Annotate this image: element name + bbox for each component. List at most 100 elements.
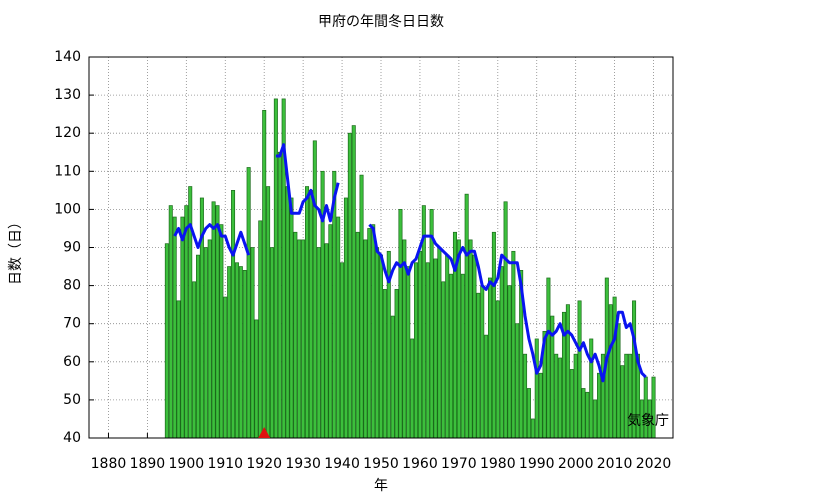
- bar: [394, 289, 399, 439]
- bar: [429, 209, 434, 439]
- bar: [608, 304, 613, 439]
- bar: [507, 285, 512, 439]
- event-marker: [258, 427, 271, 438]
- bar: [425, 262, 430, 439]
- bar: [164, 243, 169, 439]
- bar: [558, 357, 563, 439]
- x-tick-label: 1930: [285, 456, 321, 472]
- bar: [534, 338, 539, 439]
- bar: [285, 186, 290, 439]
- bar: [211, 201, 216, 439]
- bar: [573, 353, 578, 439]
- bar: [612, 296, 617, 439]
- bar: [417, 250, 422, 439]
- bar: [355, 231, 360, 439]
- y-tick-label: 60: [63, 354, 81, 370]
- y-tick-label: 110: [54, 163, 81, 179]
- bar: [410, 338, 415, 439]
- bar: [511, 250, 516, 439]
- bar: [301, 239, 306, 439]
- bar: [499, 266, 504, 439]
- bar: [449, 273, 454, 439]
- bar: [215, 205, 220, 439]
- bar: [597, 372, 602, 439]
- bar: [491, 231, 496, 439]
- bar: [445, 254, 450, 439]
- bar: [382, 289, 387, 439]
- bar: [515, 323, 520, 439]
- bar: [406, 266, 411, 439]
- bar: [340, 262, 345, 439]
- bar: [234, 262, 239, 439]
- x-tick-label: 1890: [130, 456, 166, 472]
- bar: [441, 281, 446, 439]
- bar: [277, 151, 282, 439]
- bar: [530, 418, 535, 439]
- bar: [484, 334, 489, 439]
- bar: [305, 186, 310, 439]
- bar: [312, 140, 317, 439]
- annotation: 気象庁: [627, 413, 669, 429]
- moving-average-line: [173, 143, 647, 383]
- x-axis-label: 年: [374, 478, 388, 494]
- bar: [616, 323, 621, 439]
- bar: [468, 239, 473, 439]
- chart-title: 甲府の年間冬日日数: [318, 14, 444, 30]
- bar: [262, 109, 267, 439]
- bar: [503, 201, 508, 439]
- bar: [523, 353, 528, 439]
- bar: [460, 273, 465, 439]
- x-tick-label: 1900: [169, 456, 205, 472]
- bar: [363, 239, 368, 439]
- bar: [324, 243, 329, 439]
- bar: [223, 296, 228, 439]
- bar: [254, 319, 259, 439]
- bar: [351, 125, 356, 439]
- bar: [289, 197, 294, 439]
- bar: [297, 239, 302, 439]
- bar: [581, 388, 586, 439]
- y-tick-label: 120: [54, 125, 81, 141]
- y-tick-label: 50: [63, 392, 81, 408]
- y-tick-label: 140: [54, 49, 81, 65]
- bar: [176, 300, 181, 439]
- bar: [184, 205, 189, 439]
- bar: [219, 224, 224, 439]
- bar: [180, 216, 185, 439]
- x-tick-label: 1940: [324, 456, 360, 472]
- bar: [378, 254, 384, 439]
- y-tick-label: 40: [63, 430, 81, 446]
- bar: [480, 285, 485, 439]
- y-tick-label: 70: [63, 316, 81, 332]
- y-axis-label: 日数（日）: [8, 215, 24, 285]
- bar: [456, 239, 461, 439]
- bar: [464, 193, 469, 439]
- bar: [269, 247, 274, 439]
- bar: [538, 372, 543, 439]
- y-tick-label: 90: [63, 240, 81, 256]
- bar: [328, 224, 333, 439]
- x-tick-label: 1960: [402, 456, 438, 472]
- x-tick-label: 1910: [207, 456, 243, 472]
- bar: [414, 262, 419, 439]
- x-tick-label: 2020: [636, 456, 672, 472]
- bar: [593, 399, 598, 439]
- bar: [238, 266, 243, 439]
- bar: [242, 270, 247, 439]
- bar: [437, 247, 442, 439]
- bar: [246, 167, 251, 439]
- y-tick-label: 80: [63, 278, 81, 294]
- bar: [266, 186, 271, 439]
- plot-frame: [88, 56, 674, 439]
- bar: [231, 190, 236, 439]
- bar: [554, 353, 559, 439]
- y-tick-label: 130: [54, 87, 81, 103]
- bar: [390, 315, 395, 439]
- bar: [359, 174, 364, 439]
- x-tick-label: 2010: [597, 456, 633, 472]
- bar: [375, 247, 380, 439]
- bar: [526, 388, 531, 439]
- bar: [495, 300, 500, 439]
- bar: [546, 277, 551, 439]
- bar: [565, 304, 570, 439]
